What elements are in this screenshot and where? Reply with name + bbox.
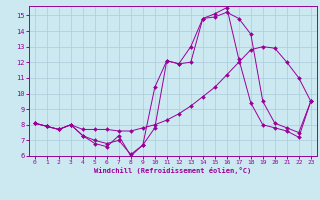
X-axis label: Windchill (Refroidissement éolien,°C): Windchill (Refroidissement éolien,°C) [94,167,252,174]
